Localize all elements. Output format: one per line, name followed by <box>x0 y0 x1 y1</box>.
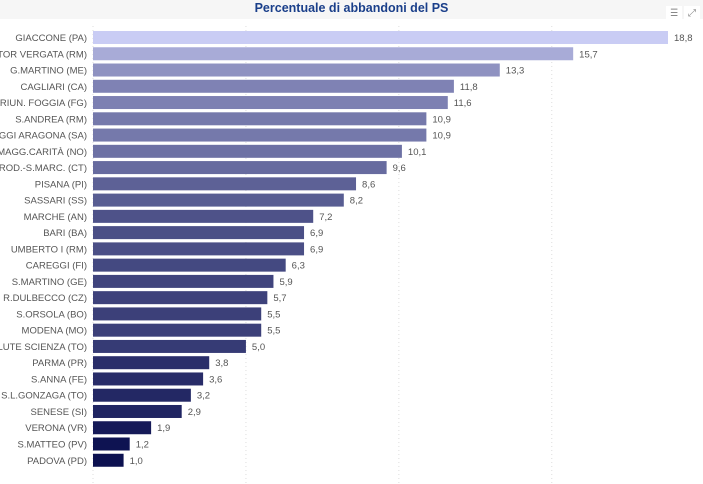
bar[interactable] <box>93 112 427 126</box>
bar[interactable] <box>93 291 268 305</box>
data-label: 18,8 <box>674 33 693 44</box>
category-label: MARCHE (AN) <box>24 212 87 223</box>
data-label: 5,0 <box>252 342 265 353</box>
bar[interactable] <box>93 31 668 44</box>
data-label: 11,6 <box>454 98 472 109</box>
bar[interactable] <box>93 421 152 435</box>
category-label: PARMA (PR) <box>32 358 87 369</box>
bar[interactable] <box>93 388 191 402</box>
category-label: S.MATTEO (PV) <box>18 440 88 451</box>
data-label: 10,9 <box>432 114 451 125</box>
data-label: 3,2 <box>197 391 210 402</box>
bar[interactable] <box>93 177 357 191</box>
bar[interactable] <box>93 63 500 77</box>
bar[interactable] <box>93 144 402 158</box>
data-label: 15,7 <box>579 49 598 60</box>
category-label: S.MARTINO (GE) <box>12 277 87 288</box>
category-label: CAREGGI (FI) <box>26 261 87 272</box>
category-label: UMBERTO I (RM) <box>11 244 87 255</box>
category-label: VERONA (VR) <box>25 423 87 434</box>
bar[interactable] <box>93 372 204 386</box>
bar[interactable] <box>93 258 286 272</box>
category-label: PADOVA (PD) <box>27 456 87 467</box>
data-label: 10,1 <box>408 147 427 158</box>
data-label: 1,2 <box>136 440 149 451</box>
data-label: 5,9 <box>279 277 292 288</box>
data-label: 3,6 <box>209 374 222 385</box>
bar[interactable] <box>93 161 387 175</box>
data-label: 1,0 <box>130 456 143 467</box>
chart-title: Percentuale di abbandoni del PS <box>254 1 449 15</box>
category-label: SASSARI (SS) <box>24 196 87 207</box>
data-label: 5,5 <box>267 326 280 337</box>
filter-icon[interactable]: ☰ <box>666 6 682 22</box>
category-label: G.MARTINO (ME) <box>10 66 87 77</box>
data-label: 1,9 <box>157 423 170 434</box>
data-label: 5,5 <box>267 309 280 320</box>
category-label: S.ANNA (FE) <box>31 374 87 385</box>
bar[interactable] <box>93 437 130 451</box>
bar[interactable] <box>93 453 124 467</box>
data-label: 6,9 <box>310 244 323 255</box>
category-label: BARI (BA) <box>43 228 87 239</box>
bar[interactable] <box>93 323 262 337</box>
data-label: 8,6 <box>362 179 375 190</box>
category-label: SENESE (SI) <box>31 407 88 418</box>
category-label: GIACCONE (PA) <box>15 33 87 44</box>
data-label: 2,9 <box>188 407 201 418</box>
chart-header <box>0 0 703 19</box>
category-label: S.ANDREA (RM) <box>15 114 87 125</box>
bar[interactable] <box>93 209 314 223</box>
category-label: R.DULBECCO (CZ) <box>3 293 87 304</box>
data-label: 11,8 <box>460 82 478 93</box>
data-label: 5,7 <box>273 293 286 304</box>
category-label: PISANA (PI) <box>35 179 87 190</box>
data-label: 6,3 <box>292 261 305 272</box>
category-label: RUGGI ARAGONA (SA) <box>0 131 87 142</box>
bar[interactable] <box>93 339 246 353</box>
data-label: 7,2 <box>319 212 332 223</box>
category-label: RIUN. FOGGIA (FG) <box>0 98 87 109</box>
bar[interactable] <box>93 128 427 142</box>
data-label: 6,9 <box>310 228 323 239</box>
bar[interactable] <box>93 404 182 418</box>
data-label: 10,9 <box>432 131 451 142</box>
bar[interactable] <box>93 79 454 93</box>
data-label: 3,8 <box>215 358 228 369</box>
category-label: CAGLIARI (CA) <box>20 82 87 93</box>
bar[interactable] <box>93 47 574 61</box>
bar[interactable] <box>93 96 448 110</box>
focus-mode-icon[interactable]: ⤢ <box>684 6 700 22</box>
category-label: MAGG.CARITÀ (NO) <box>0 147 87 158</box>
bar[interactable] <box>93 356 210 370</box>
data-label: 9,6 <box>393 163 406 174</box>
category-label: TOR VERGATA (RM) <box>0 49 87 60</box>
bar[interactable] <box>93 226 305 240</box>
data-label: 8,2 <box>350 196 363 207</box>
bar[interactable] <box>93 274 274 288</box>
bar[interactable] <box>93 307 262 321</box>
category-label: S.L.GONZAGA (TO) <box>1 391 87 402</box>
category-label: S.ORSOLA (BO) <box>16 309 87 320</box>
category-label: MODENA (MO) <box>22 326 87 337</box>
category-label: SALUTE SCIENZA (TO) <box>0 342 87 353</box>
data-label: 13,3 <box>506 66 525 77</box>
category-label: ROD.-S.MARC. (CT) <box>0 163 87 174</box>
bar[interactable] <box>93 242 305 256</box>
bar[interactable] <box>93 193 344 207</box>
